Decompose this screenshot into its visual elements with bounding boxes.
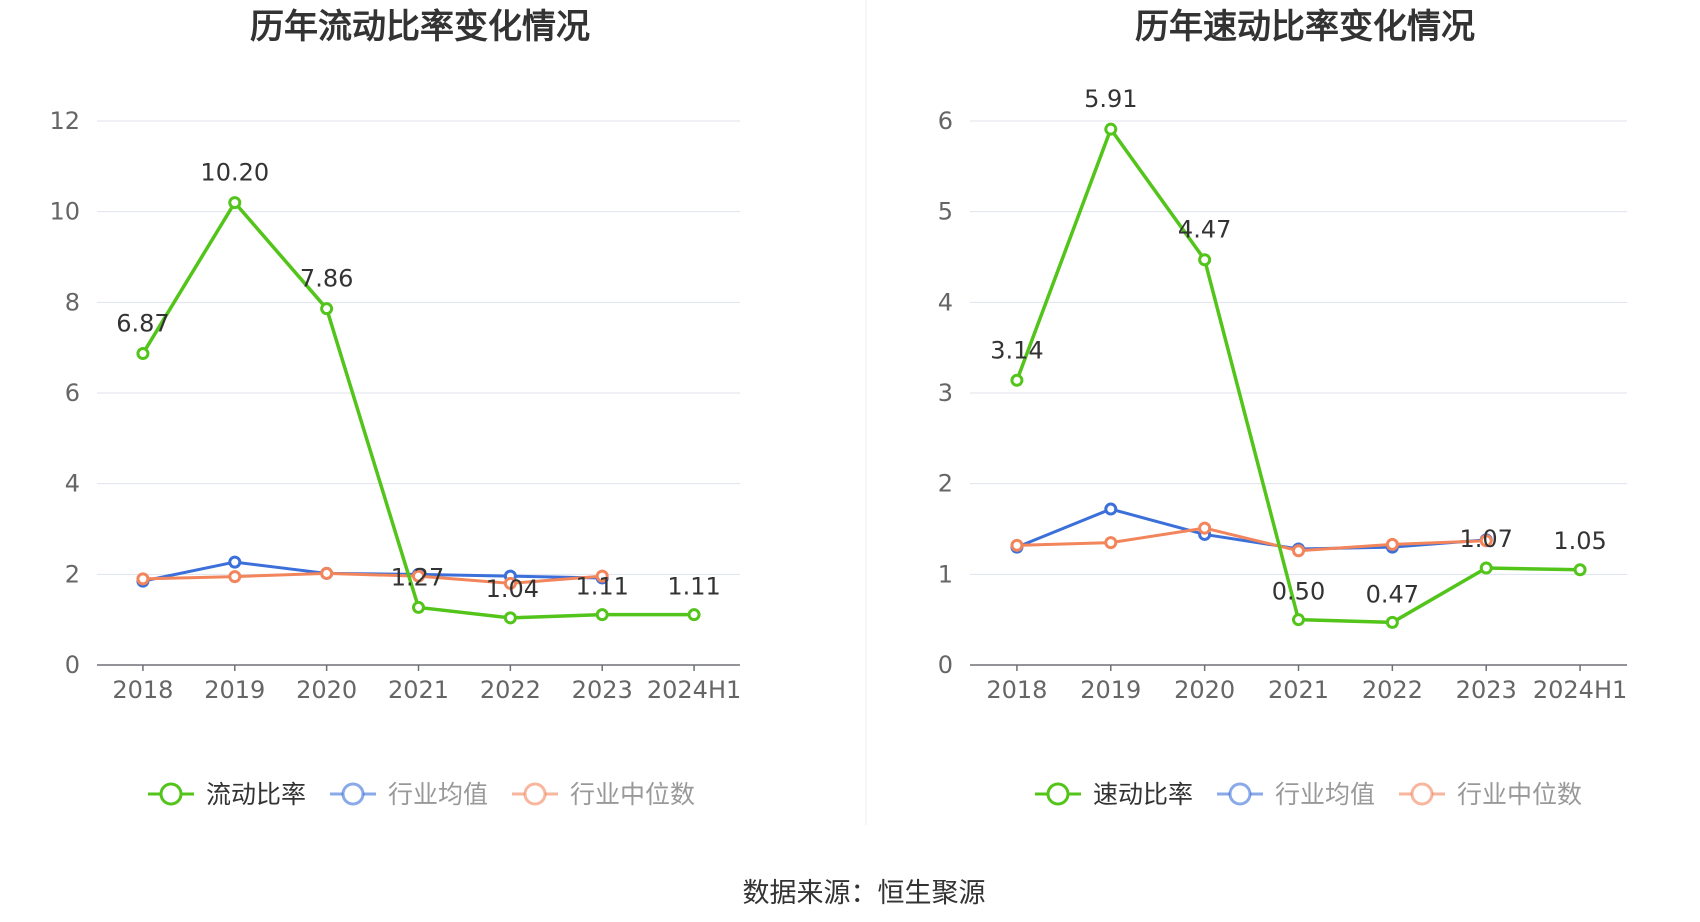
x-tick-label: 2024H1	[1533, 676, 1627, 704]
data-point	[1385, 537, 1399, 551]
y-tick-label: 2	[938, 470, 953, 498]
y-tick-label: 8	[65, 288, 80, 316]
y-tick-label: 2	[65, 560, 80, 588]
x-tick-label: 2019	[1080, 676, 1141, 704]
data-label: 1.27	[391, 563, 444, 591]
y-tick-label: 10	[49, 198, 80, 226]
data-point	[228, 570, 242, 584]
legend-marker	[341, 782, 365, 806]
legend-marker	[1046, 782, 1070, 806]
y-tick-label: 0	[65, 651, 80, 679]
legend-label: 行业中位数	[1457, 780, 1582, 809]
data-label: 7.86	[300, 265, 353, 293]
data-label: 1.05	[1553, 527, 1606, 555]
legend-item: 流动比率	[148, 780, 306, 809]
legend-label: 流动比率	[206, 780, 306, 809]
data-label: 4.47	[1178, 216, 1231, 244]
x-tick-label: 2021	[388, 676, 449, 704]
data-point	[1292, 544, 1305, 558]
chart-2: 历年速动比率变化情况 0 1 2 3 4 5 6 2018 2019 2020 2021 2022 202…	[938, 7, 1628, 809]
data-point	[1479, 561, 1493, 575]
data-label: 3.14	[990, 336, 1043, 364]
y-tick-label: 6	[938, 107, 953, 135]
data-point	[228, 196, 242, 210]
legend-item: 行业中位数	[1399, 780, 1582, 809]
legend-item: 行业中位数	[512, 780, 695, 809]
data-point	[1292, 613, 1305, 627]
legend-item: 行业均值	[330, 780, 488, 809]
data-label: 0.47	[1366, 580, 1419, 608]
data-point	[1198, 253, 1212, 267]
y-tick-label: 12	[49, 107, 80, 135]
series-line	[141, 200, 695, 620]
data-point	[1104, 502, 1118, 516]
x-tick-label: 2021	[1268, 676, 1329, 704]
data-point	[1104, 122, 1118, 136]
x-tick-label: 2022	[480, 676, 541, 704]
data-label: 1.11	[575, 573, 628, 601]
legend-label: 行业均值	[1275, 780, 1375, 809]
series-line	[1016, 526, 1487, 553]
legend-label: 速动比率	[1093, 780, 1193, 809]
data-point	[320, 302, 334, 316]
legend-item: 行业均值	[1217, 780, 1375, 809]
data-label: 1.04	[486, 575, 539, 603]
data-label: 1.11	[667, 573, 720, 601]
legend-label: 行业中位数	[570, 780, 695, 809]
chart-title: 历年流动比率变化情况	[250, 7, 590, 47]
legend-label: 行业均值	[388, 780, 488, 809]
data-label: 5.91	[1084, 85, 1137, 113]
data-point	[1385, 615, 1399, 629]
data-point	[136, 347, 150, 361]
data-label: 1.07	[1459, 525, 1512, 553]
series-line	[142, 571, 603, 585]
legend-marker	[523, 782, 547, 806]
legend-marker	[1228, 782, 1252, 806]
data-point	[136, 572, 150, 586]
data-point	[687, 608, 701, 622]
x-tick-label: 2022	[1362, 676, 1423, 704]
y-tick-label: 4	[65, 470, 80, 498]
data-point	[412, 600, 425, 614]
legend-item: 速动比率	[1035, 780, 1193, 809]
x-tick-label: 2018	[986, 676, 1047, 704]
x-tick-label: 2023	[572, 676, 633, 704]
data-point	[1104, 536, 1118, 550]
data-point	[1573, 563, 1587, 577]
x-tick-label: 2020	[1174, 676, 1235, 704]
y-tick-label: 4	[938, 288, 953, 316]
x-tick-label: 2024H1	[647, 676, 741, 704]
data-point	[595, 608, 609, 622]
data-point	[412, 569, 425, 583]
y-tick-label: 3	[938, 379, 953, 407]
y-tick-label: 1	[938, 560, 953, 588]
data-point	[1010, 538, 1024, 552]
data-point	[1010, 373, 1024, 387]
data-point	[1479, 534, 1493, 548]
x-tick-label: 2023	[1456, 676, 1517, 704]
data-label: 0.50	[1272, 578, 1325, 606]
legend-marker	[159, 782, 183, 806]
x-tick-label: 2020	[296, 676, 357, 704]
chart-title: 历年速动比率变化情况	[1135, 7, 1475, 47]
chart-1: 历年流动比率变化情况 0 2 4 6 8 10 12 2018 2019 2020 2021 2022 2…	[49, 7, 741, 809]
data-label: 6.87	[116, 310, 169, 338]
data-point	[503, 611, 517, 625]
y-tick-label: 6	[65, 379, 80, 407]
data-point	[320, 566, 334, 580]
data-point	[503, 576, 517, 590]
x-tick-label: 2018	[112, 676, 173, 704]
data-point	[228, 555, 242, 569]
source-note: 数据来源：恒生聚源	[743, 878, 986, 909]
data-point	[595, 569, 609, 583]
y-tick-label: 5	[938, 198, 953, 226]
x-tick-label: 2019	[204, 676, 265, 704]
y-tick-label: 0	[938, 651, 953, 679]
data-point	[1198, 521, 1212, 535]
data-label: 10.20	[200, 159, 269, 187]
series-line	[1016, 507, 1487, 551]
legend-marker	[1410, 782, 1434, 806]
